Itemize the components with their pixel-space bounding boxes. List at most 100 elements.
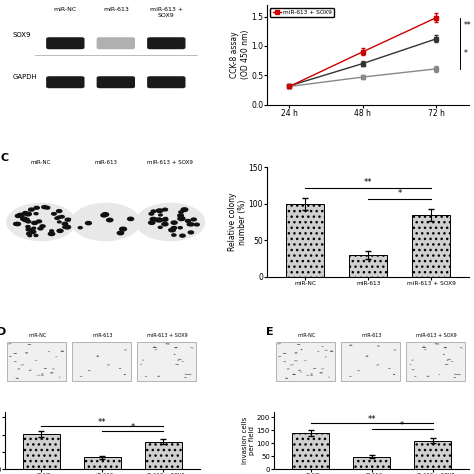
Circle shape (172, 227, 177, 229)
Circle shape (159, 214, 162, 216)
Ellipse shape (451, 361, 453, 362)
Ellipse shape (55, 356, 57, 357)
Circle shape (63, 226, 67, 228)
Text: D: D (0, 327, 6, 337)
Text: *: * (398, 189, 402, 198)
Circle shape (56, 210, 62, 212)
Bar (406, 342, 465, 381)
Bar (72, 342, 131, 381)
Text: **: ** (367, 415, 376, 424)
Ellipse shape (349, 376, 352, 377)
Circle shape (180, 234, 185, 237)
Circle shape (150, 218, 156, 221)
Circle shape (172, 234, 176, 236)
Circle shape (185, 219, 191, 222)
Circle shape (7, 203, 75, 241)
Ellipse shape (298, 370, 301, 371)
Circle shape (162, 222, 168, 226)
Text: E: E (266, 327, 274, 337)
Ellipse shape (297, 344, 301, 345)
Circle shape (26, 228, 31, 231)
Circle shape (62, 222, 68, 225)
Circle shape (48, 232, 55, 236)
Circle shape (158, 226, 162, 228)
FancyBboxPatch shape (97, 76, 135, 88)
Circle shape (191, 218, 196, 221)
Circle shape (189, 223, 194, 226)
Ellipse shape (48, 351, 50, 352)
Circle shape (181, 208, 188, 211)
Ellipse shape (88, 370, 91, 371)
Text: SOX9: SOX9 (13, 32, 31, 38)
Bar (84, 457, 120, 469)
Circle shape (102, 213, 109, 216)
Bar (341, 342, 401, 381)
Circle shape (101, 214, 107, 217)
Circle shape (194, 223, 199, 226)
Bar (137, 342, 196, 381)
Circle shape (34, 235, 38, 237)
Circle shape (45, 206, 50, 209)
Circle shape (40, 225, 45, 228)
Ellipse shape (443, 354, 445, 355)
Circle shape (171, 221, 177, 224)
Text: **: ** (98, 418, 107, 427)
Text: *: * (464, 49, 468, 58)
Circle shape (25, 219, 29, 221)
Text: *: * (400, 421, 404, 430)
Circle shape (14, 223, 18, 225)
FancyBboxPatch shape (46, 76, 84, 88)
Ellipse shape (28, 370, 32, 371)
Text: C: C (0, 153, 9, 163)
Bar (414, 441, 451, 469)
Ellipse shape (80, 376, 82, 377)
Ellipse shape (325, 356, 327, 357)
Circle shape (23, 219, 29, 222)
Text: miR-NC: miR-NC (298, 333, 316, 337)
Circle shape (57, 229, 63, 232)
Ellipse shape (278, 356, 281, 357)
Ellipse shape (153, 347, 157, 348)
Text: miR-613 +
SOX9: miR-613 + SOX9 (150, 7, 183, 18)
Bar (412, 215, 450, 277)
Y-axis label: Relative colony
number (%): Relative colony number (%) (228, 193, 247, 251)
Text: miR-NC: miR-NC (54, 7, 77, 12)
Circle shape (155, 218, 163, 222)
Circle shape (63, 226, 66, 228)
Ellipse shape (283, 353, 286, 354)
Circle shape (15, 214, 21, 218)
Text: miR-613 + SOX9: miR-613 + SOX9 (147, 333, 188, 337)
Circle shape (179, 211, 183, 213)
Circle shape (32, 221, 37, 225)
Ellipse shape (422, 347, 426, 348)
Text: *: * (131, 423, 135, 432)
Ellipse shape (445, 364, 448, 365)
Ellipse shape (321, 346, 324, 347)
Circle shape (155, 219, 159, 221)
Circle shape (178, 214, 183, 217)
Text: miR-613 + SOX9: miR-613 + SOX9 (417, 333, 457, 337)
Circle shape (65, 218, 71, 221)
Circle shape (26, 226, 30, 228)
Ellipse shape (182, 361, 184, 362)
Circle shape (187, 223, 192, 226)
Circle shape (28, 208, 34, 211)
Ellipse shape (330, 351, 333, 352)
Text: miR-613: miR-613 (103, 7, 129, 12)
Circle shape (55, 217, 59, 219)
Circle shape (164, 218, 167, 219)
Ellipse shape (13, 353, 17, 354)
Circle shape (38, 227, 43, 230)
Circle shape (23, 211, 28, 214)
Y-axis label: CCK-8 assay
(OD 450 nm): CCK-8 assay (OD 450 nm) (230, 30, 250, 80)
Circle shape (178, 217, 185, 220)
Circle shape (17, 213, 24, 217)
Circle shape (29, 230, 36, 234)
Bar (23, 434, 60, 469)
Y-axis label: Invasion cells
per field: Invasion cells per field (242, 417, 255, 465)
Circle shape (60, 216, 64, 218)
Ellipse shape (444, 347, 447, 348)
Ellipse shape (16, 378, 19, 379)
Ellipse shape (124, 374, 126, 375)
Ellipse shape (175, 364, 179, 365)
